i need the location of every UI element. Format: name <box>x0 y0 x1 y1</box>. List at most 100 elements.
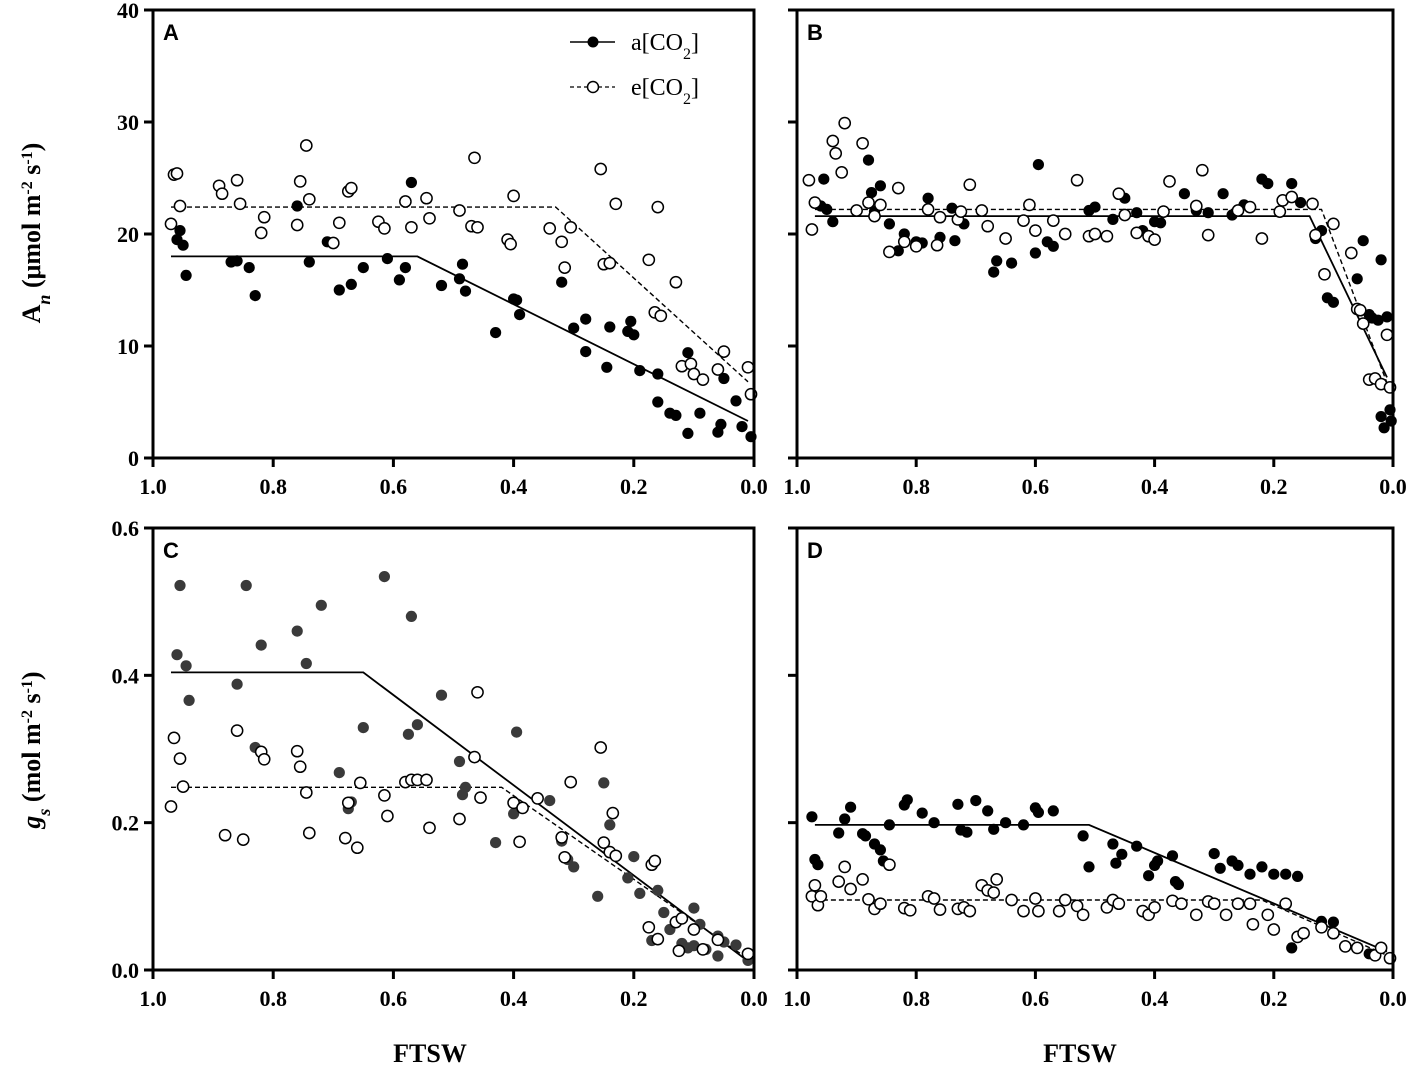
panel-b-point-a-co2 <box>1089 201 1101 213</box>
panel-d-point-a-co2 <box>1256 861 1268 873</box>
panel-c-point-a-co2 <box>544 795 556 807</box>
panel-b-point-e-co2 <box>891 181 905 195</box>
panel-b-point-e-co2 <box>897 235 911 249</box>
panel-b-point-e-co2 <box>999 232 1012 245</box>
panel-c-point-e-co2 <box>173 752 187 765</box>
panel-a-point-e-co2 <box>302 192 316 206</box>
panel-d-point-e-co2 <box>1261 908 1275 922</box>
panel-d-point-e-co2 <box>1246 917 1260 931</box>
panel-b-point-e-co2 <box>1023 198 1036 212</box>
panel-b-point-a-co2 <box>1375 411 1387 423</box>
panel-b-x-tick-label: 1.0 <box>783 474 811 499</box>
panel-a-point-a-co2 <box>718 372 730 385</box>
panel-c-point-e-co2 <box>423 821 436 835</box>
panel-d-point-a-co2 <box>988 823 1000 835</box>
panel-c-point-e-co2 <box>531 792 544 805</box>
panel-d-point-a-co2 <box>859 830 872 842</box>
panel-d-point-e-co2 <box>1189 908 1203 922</box>
panel-d-point-e-co2 <box>1207 897 1221 911</box>
panel-a-point-e-co2 <box>230 173 244 187</box>
panel-a-point-a-co2 <box>511 294 523 306</box>
panel-d-point-a-co2 <box>845 801 857 813</box>
panel-a-point-e-co2 <box>609 197 623 211</box>
panel-b-point-e-co2 <box>963 178 977 192</box>
panel-d-point-a-co2 <box>952 798 964 810</box>
panel-d-point-a-co2 <box>1077 830 1089 842</box>
panel-b-point-e-co2 <box>1100 229 1114 243</box>
panel-c-point-e-co2 <box>176 780 190 793</box>
panel-b-point-e-co2 <box>805 223 819 236</box>
panel-a-point-a-co2 <box>456 258 469 270</box>
panel-c-point-e-co2 <box>293 760 307 774</box>
panel-d-point-a-co2 <box>1083 861 1095 873</box>
panel-a-point-a-co2 <box>249 290 261 302</box>
panel-d-point-e-co2 <box>1297 926 1310 940</box>
panel-a-point-e-co2 <box>254 226 268 240</box>
panel-d-point-e-co2 <box>1175 897 1188 911</box>
panel-a-point-a-co2 <box>435 279 448 292</box>
panel-c-point-e-co2 <box>609 849 623 863</box>
panel-a-point-a-co2 <box>231 255 243 267</box>
panel-d-point-e-co2 <box>1148 901 1161 914</box>
panel-d-point-e-co2 <box>883 858 896 872</box>
panel-b-point-a-co2 <box>1327 296 1339 308</box>
panel-c-point-e-co2 <box>648 854 662 868</box>
panel-a-point-e-co2 <box>299 139 313 152</box>
panel-a-point-e-co2 <box>687 367 701 381</box>
panel-b-point-a-co2 <box>1357 235 1369 247</box>
panel-d-point-e-co2 <box>1029 892 1042 905</box>
panel-a-y-tick-label: 0 <box>128 446 139 471</box>
panel-b-point-a-co2 <box>865 187 878 199</box>
panel-b-point-e-co2 <box>1157 205 1170 218</box>
panel-c-point-e-co2 <box>290 744 304 758</box>
panel-c-point-e-co2 <box>230 724 244 737</box>
panel-c-point-e-co2 <box>378 789 391 802</box>
panel-a-point-e-co2 <box>654 309 668 323</box>
panel-a-point-a-co2 <box>694 407 706 419</box>
panel-a-label: A <box>163 20 179 45</box>
panel-c-point-a-co2 <box>730 939 742 951</box>
panel-d-point-a-co2 <box>1143 870 1155 882</box>
panel-b-point-e-co2 <box>1327 217 1340 231</box>
panel-a-point-a-co2 <box>652 368 664 380</box>
panel-b-point-a-co2 <box>1006 257 1018 269</box>
panel-b-point-e-co2 <box>1309 228 1322 242</box>
panel-c-point-e-co2 <box>687 923 701 936</box>
panel-c-point-e-co2 <box>642 920 656 934</box>
panel-a-point-a-co2 <box>177 239 189 251</box>
panel-a-x-tick-label: 0.6 <box>380 474 408 499</box>
panel-c-point-a-co2 <box>402 728 414 740</box>
panel-a-x-tick-label: 1.0 <box>139 474 167 499</box>
panel-d-point-e-co2 <box>1338 940 1352 953</box>
panel-b-point-e-co2 <box>1058 227 1072 241</box>
panel-a-y-tick-label: 20 <box>117 222 139 247</box>
panel-a-point-e-co2 <box>507 189 520 203</box>
panel-a-point-a-co2 <box>393 274 405 286</box>
panel-c-point-a-co2 <box>378 571 390 583</box>
panel-d-frame <box>795 526 1395 972</box>
panel-c-point-a-co2 <box>240 579 252 592</box>
panel-d-y-axis <box>788 526 797 972</box>
panel-a-point-a-co2 <box>670 409 682 421</box>
panel-b-point-a-co2 <box>1131 207 1143 219</box>
panel-b-label: B <box>807 20 823 45</box>
panel-d-point-a-co2 <box>833 827 845 839</box>
panel-d-point-a-co2 <box>1110 857 1122 869</box>
panel-c-point-e-co2 <box>353 776 367 790</box>
panel-c-point-e-co2 <box>350 841 364 855</box>
panel-d-point-e-co2 <box>838 860 852 874</box>
panel-d-x-tick-label: 1.0 <box>783 986 811 1011</box>
panel-d-point-a-co2 <box>1000 817 1012 829</box>
panel-a-point-a-co2 <box>243 262 255 274</box>
panel-b-point-a-co2 <box>949 235 961 247</box>
panel-d-point-a-co2 <box>839 813 851 825</box>
panel-d-point-a-co2 <box>1152 855 1164 867</box>
panel-b-point-e-co2 <box>856 136 869 150</box>
panel-c-point-e-co2 <box>555 831 569 844</box>
panel-d-point-a-co2 <box>916 807 928 819</box>
panel-b-point-a-co2 <box>1381 311 1393 323</box>
panel-a-point-e-co2 <box>293 175 307 188</box>
panel-a-point-a-co2 <box>628 329 640 341</box>
panel-b-point-a-co2 <box>1217 188 1229 200</box>
